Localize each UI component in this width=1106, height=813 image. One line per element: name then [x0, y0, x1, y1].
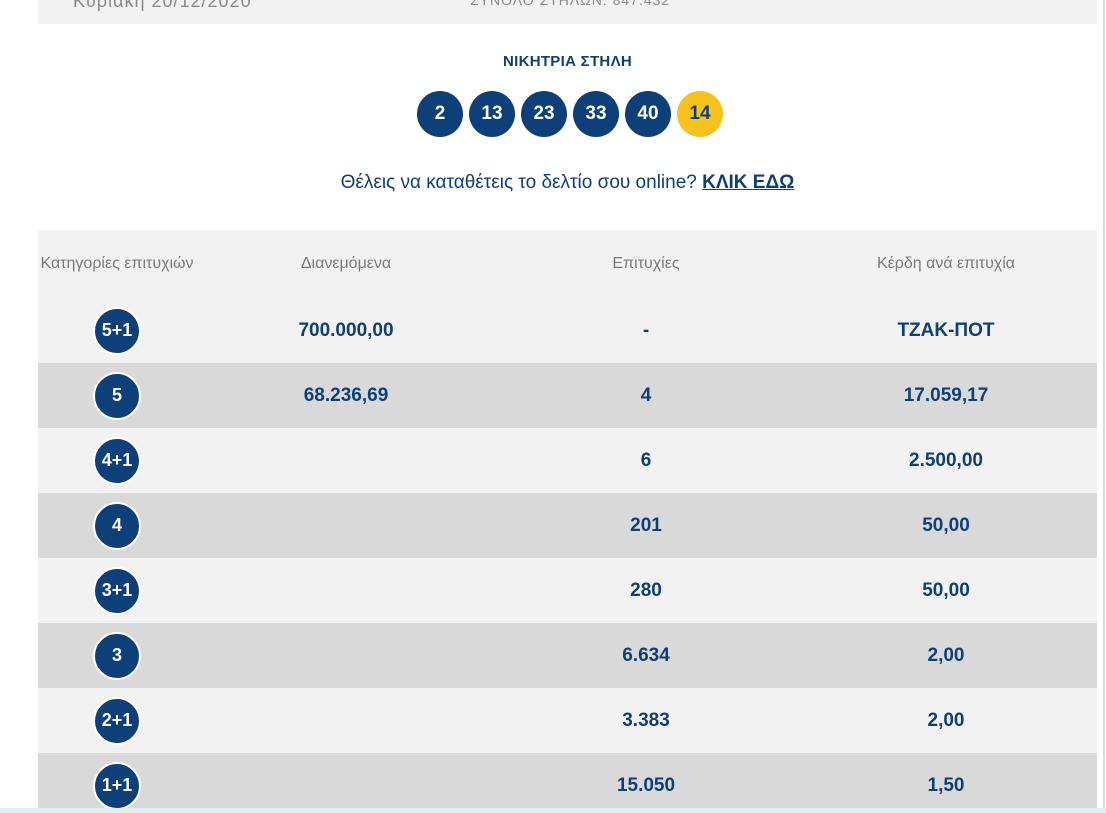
category-badge: 5 — [93, 371, 141, 420]
prize-cell: 17.059,17 — [903, 384, 989, 406]
joker-ball: 14 — [677, 91, 723, 137]
winning-numbers: 2 13 23 33 40 14 — [417, 91, 723, 137]
prize-table: Κατηγορίες επιτυχιών Διανεμόμενα Επιτυχί… — [38, 230, 1097, 813]
category-badge: 3 — [93, 631, 141, 680]
winners-cell: 201 — [630, 514, 662, 536]
draw-info-strip: Κυριακή 20/12/2020 ΣΥΝΟΛΟ ΣΤΗΛΩΝ: 847.43… — [38, 0, 1097, 24]
table-row: 4+1 6 2.500,00 — [38, 428, 1097, 493]
winning-ball: 2 — [417, 91, 463, 137]
online-prompt-text: Θέλεις να καταθέτεις το δελτίο σου onlin… — [340, 172, 697, 193]
winning-column-title: ΝΙΚΗΤΡΙΑ ΣΤΗΛΗ — [502, 53, 633, 70]
distributed-cell — [196, 623, 496, 688]
table-body: 5+1 700.000,00 - ΤΖΑΚ-ΠΟΤ 5 68.236,69 4 17.059,… — [38, 298, 1097, 813]
category-cell: 2+1 — [38, 688, 196, 753]
winning-ball: 40 — [625, 91, 671, 137]
total-columns: ΣΥΝΟΛΟ ΣΤΗΛΩΝ: 847.432 — [470, 0, 671, 8]
distributed-cell: 68.236,69 — [303, 384, 389, 406]
category-cell: 1+1 — [38, 753, 196, 813]
winners-cell: 15.050 — [616, 774, 676, 796]
category-cell: 5+1 — [38, 298, 196, 363]
table-row: 5 68.236,69 4 17.059,17 — [38, 363, 1097, 428]
category-cell: 3 — [38, 623, 196, 688]
category-badge: 1+1 — [93, 761, 141, 810]
distributed-cell — [196, 688, 496, 753]
prize-cell: 2,00 — [927, 644, 965, 666]
category-badge: 3+1 — [93, 566, 141, 615]
winning-ball: 23 — [521, 91, 567, 137]
prize-cell: ΤΖΑΚ-ΠΟΤ — [897, 319, 995, 341]
online-submit-prompt: Θέλεις να καταθέτεις το δελτίο σου onlin… — [0, 172, 1106, 194]
draw-date: Κυριακή 20/12/2020 — [73, 0, 252, 11]
category-cell: 3+1 — [38, 558, 196, 623]
winners-cell: 6 — [640, 449, 652, 471]
table-row: 4 201 50,00 — [38, 493, 1097, 558]
prize-cell: 2.500,00 — [909, 449, 983, 471]
header-prize: Κέρδη ανά επιτυχία — [876, 255, 1016, 272]
table-row: 5+1 700.000,00 - ΤΖΑΚ-ΠΟΤ — [38, 298, 1097, 363]
table-row: 3 6.634 2,00 — [38, 623, 1097, 688]
category-cell: 5 — [38, 363, 196, 428]
click-here-link[interactable]: ΚΛΙΚ ΕΔΩ — [702, 172, 795, 193]
category-cell: 4+1 — [38, 428, 196, 493]
header-distributed: Διανεμόμενα — [300, 255, 392, 272]
header-category: Κατηγορίες επιτυχιών — [38, 230, 196, 298]
distributed-cell — [196, 558, 496, 623]
distributed-cell: 700.000,00 — [298, 319, 394, 341]
winners-cell: 3.383 — [622, 709, 670, 731]
header-category-label: Κατηγορίες επιτυχιών — [40, 255, 194, 272]
category-badge: 4+1 — [93, 436, 141, 485]
prize-cell: 50,00 — [922, 579, 970, 601]
prize-cell: 2,00 — [927, 709, 965, 731]
category-badge: 4 — [93, 501, 141, 550]
page-divider — [1103, 0, 1105, 813]
prize-cell: 50,00 — [922, 514, 970, 536]
table-row: 3+1 280 50,00 — [38, 558, 1097, 623]
header-winners: Επιτυχίες — [612, 255, 680, 272]
winners-cell: - — [642, 319, 650, 341]
category-badge: 2+1 — [93, 696, 141, 745]
horizontal-scrollbar[interactable] — [0, 808, 1106, 813]
winning-ball: 13 — [469, 91, 515, 137]
distributed-cell — [196, 493, 496, 558]
winning-ball: 33 — [573, 91, 619, 137]
table-row: 1+1 15.050 1,50 — [38, 753, 1097, 813]
category-cell: 4 — [38, 493, 196, 558]
category-badge: 5+1 — [93, 306, 141, 355]
winners-cell: 4 — [640, 384, 652, 406]
table-row: 2+1 3.383 2,00 — [38, 688, 1097, 753]
winners-cell: 6.634 — [622, 644, 670, 666]
distributed-cell — [196, 428, 496, 493]
distributed-cell — [196, 753, 496, 813]
prize-cell: 1,50 — [927, 774, 965, 796]
table-header: Κατηγορίες επιτυχιών Διανεμόμενα Επιτυχί… — [38, 230, 1097, 298]
winners-cell: 280 — [630, 579, 662, 601]
